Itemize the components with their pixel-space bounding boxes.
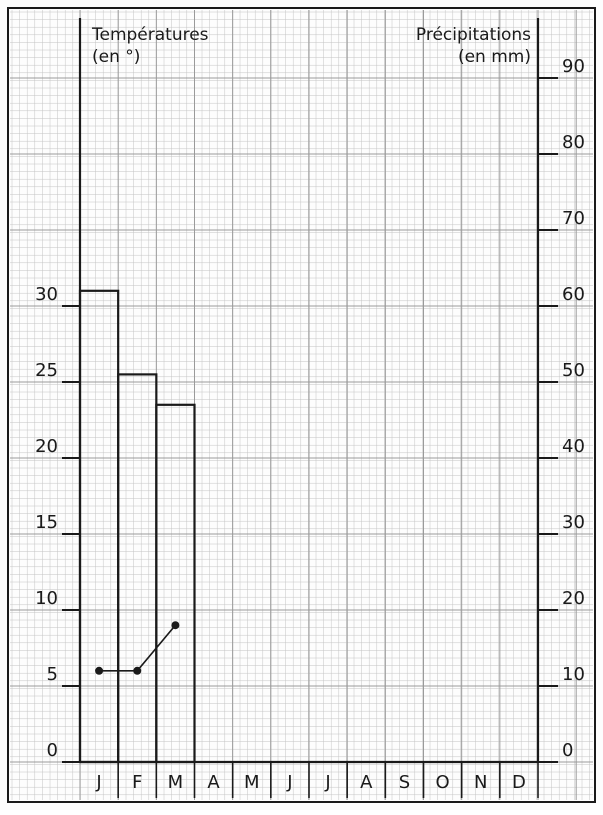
month-label: A (207, 772, 220, 793)
temperature-point-2 (133, 666, 142, 675)
temperature-tick-label: 25 (35, 360, 58, 381)
temperature-tick-label: 20 (35, 436, 58, 457)
month-label: J (324, 772, 330, 793)
left-axis-title: Températures (91, 25, 209, 45)
temperature-tick-label: 10 (35, 588, 58, 609)
precipitation-tick-label: 50 (562, 360, 585, 381)
left-axis-unit: (en °) (92, 47, 140, 67)
precipitation-tick-label: 30 (562, 512, 585, 533)
month-label: M (168, 772, 184, 793)
precipitation-tick-label: 40 (562, 436, 585, 457)
precipitation-tick-label: 60 (562, 284, 585, 305)
precipitation-tick-label: 10 (562, 664, 585, 685)
temperature-tick-label: 15 (35, 512, 58, 533)
month-label: D (512, 772, 526, 793)
precipitation-tick-label: 90 (562, 56, 585, 77)
month-label: J (95, 772, 101, 793)
precipitation-tick-label: 80 (562, 132, 585, 153)
right-axis-title: Précipitations (416, 25, 531, 45)
temperature-axis-ticks: 0 5 10 15 20 25 30 (35, 284, 80, 763)
month-label: O (435, 772, 449, 793)
precipitation-tick-label: 20 (562, 588, 585, 609)
month-label: F (132, 772, 142, 793)
precipitation-axis-ticks: 0 10 20 30 40 50 60 70 80 90 (538, 56, 585, 763)
month-label: J (286, 772, 292, 793)
temperature-line (95, 621, 180, 675)
temperature-tick-label: 30 (35, 284, 58, 305)
precipitation-tick-label: 0 (562, 740, 573, 761)
month-label: S (399, 772, 410, 793)
temperature-tick-label: 0 (47, 740, 58, 761)
month-label: N (474, 772, 487, 793)
right-axis-unit: (en mm) (458, 47, 531, 67)
temperature-point-1 (95, 666, 104, 675)
temperature-tick-label: 5 (47, 664, 58, 685)
figure-frame (7, 7, 596, 803)
month-label: A (360, 772, 373, 793)
temperature-point-3 (171, 621, 180, 630)
month-label: M (244, 772, 260, 793)
precipitation-tick-label: 70 (562, 208, 585, 229)
